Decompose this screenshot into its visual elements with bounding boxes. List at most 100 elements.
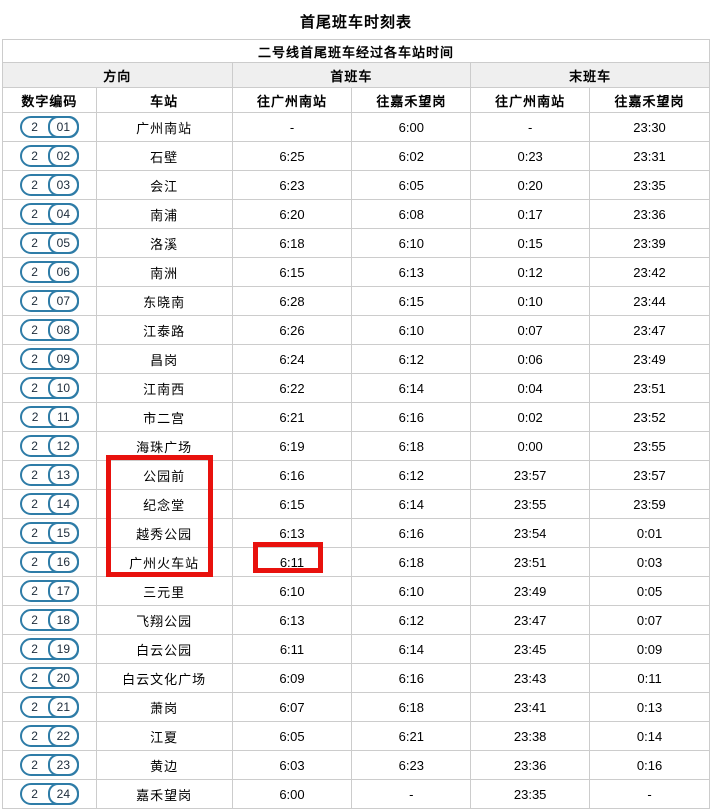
time-cell-last-to-south: 0:23	[470, 141, 591, 171]
station-code-cell: 2 21	[2, 692, 97, 722]
station-name-cell: 三元里	[95, 576, 233, 606]
station-code-badge: 2 05	[19, 232, 79, 254]
time-cell-first-to-jiahe: 6:16	[351, 518, 472, 548]
time-cell-last-to-jiahe: 23:42	[589, 257, 710, 287]
time-cell-first-to-south: 6:22	[231, 373, 353, 403]
station-name-cell: 黄边	[95, 750, 233, 780]
group-header-last-train: 末班车	[470, 62, 710, 88]
badge-station-number: 14	[47, 493, 79, 515]
time-cell-last-to-jiahe: 0:13	[589, 692, 710, 722]
station-code-cell: 2 06	[2, 257, 97, 287]
time-cell-first-to-jiahe: 6:10	[351, 315, 472, 345]
station-code-cell: 2 04	[2, 199, 97, 229]
station-name-cell: 东晓南	[95, 286, 233, 316]
time-cell-last-to-jiahe: 0:11	[589, 663, 710, 693]
station-code-badge: 2 14	[19, 493, 79, 515]
time-cell-first-to-south: 6:28	[231, 286, 353, 316]
station-code-cell: 2 10	[2, 373, 97, 403]
time-cell-last-to-jiahe: 0:14	[589, 721, 710, 751]
col-header-code: 数字编码	[2, 87, 97, 113]
station-code-cell: 2 18	[2, 605, 97, 635]
badge-line-number: 2	[31, 265, 38, 279]
time-cell-last-to-south: 23:51	[470, 547, 591, 577]
badge-line-number: 2	[31, 729, 38, 743]
station-code-cell: 2 19	[2, 634, 97, 664]
time-cell-first-to-jiahe: 6:12	[351, 460, 472, 490]
time-cell-first-to-south: 6:20	[231, 199, 353, 229]
badge-station-number: 22	[47, 725, 79, 747]
station-code-cell: 2 07	[2, 286, 97, 316]
time-cell-first-to-jiahe: 6:14	[351, 373, 472, 403]
badge-station-number: 08	[47, 319, 79, 341]
time-cell-first-to-jiahe: 6:18	[351, 431, 472, 461]
station-code-cell: 2 09	[2, 344, 97, 374]
badge-line-number: 2	[31, 642, 38, 656]
station-code-cell: 2 03	[2, 170, 97, 200]
time-cell-first-to-south: 6:15	[231, 489, 353, 519]
col-header-first-to-jiahe: 往嘉禾望岗	[351, 87, 472, 113]
badge-station-number: 12	[47, 435, 79, 457]
station-code-badge: 2 20	[19, 667, 79, 689]
station-code-badge: 2 04	[19, 203, 79, 225]
station-code-badge: 2 24	[19, 783, 79, 805]
time-cell-last-to-south: 0:15	[470, 228, 591, 258]
time-cell-first-to-jiahe: 6:16	[351, 402, 472, 432]
badge-station-number: 20	[47, 667, 79, 689]
station-name-cell: 白云文化广场	[95, 663, 233, 693]
highlight-box-first-train-time	[253, 542, 323, 573]
time-cell-last-to-jiahe: 23:49	[589, 344, 710, 374]
time-cell-last-to-jiahe: 23:47	[589, 315, 710, 345]
station-row: 2 01 广州南站 -6:00-23:30	[2, 112, 710, 142]
group-header-row: 方向 首班车 末班车	[2, 62, 710, 88]
station-code-badge: 2 01	[19, 116, 79, 138]
station-name-cell: 白云公园	[95, 634, 233, 664]
station-name-cell: 石壁	[95, 141, 233, 171]
time-cell-last-to-south: 23:45	[470, 634, 591, 664]
station-row: 2 04 南浦 6:20 6:08 0:17 23:36	[2, 199, 710, 229]
badge-line-number: 2	[31, 613, 38, 627]
time-cell-first-to-south: 6:23	[231, 170, 353, 200]
badge-line-number: 2	[31, 758, 38, 772]
station-row: 2 21 萧岗 6:07 6:18 23:41 0:13	[2, 692, 710, 722]
time-cell-last-to-south: 23:43	[470, 663, 591, 693]
time-cell-first-to-jiahe: 6:16	[351, 663, 472, 693]
time-cell-last-to-south: 0:04	[470, 373, 591, 403]
time-cell-last-to-jiahe: 23:59	[589, 489, 710, 519]
station-name-cell: 飞翔公园	[95, 605, 233, 635]
station-row: 2 06 南洲 6:15 6:13 0:12 23:42	[2, 257, 710, 287]
station-row: 2 14 纪念堂 6:15 6:14 23:55 23:59	[2, 489, 710, 519]
station-row: 2 17 三元里 6:10 6:10 23:49 0:05	[2, 576, 710, 606]
station-code-badge: 2 02	[19, 145, 79, 167]
badge-line-number: 2	[31, 787, 38, 801]
time-cell-last-to-south: 23:35	[470, 779, 591, 809]
station-code-cell: 2 24	[2, 779, 97, 809]
station-code-cell: 2 22	[2, 721, 97, 751]
station-row: 2 24 嘉禾望岗 6:00-23:35-	[2, 779, 710, 809]
time-cell-first-to-jiahe: 6:12	[351, 344, 472, 374]
badge-station-number: 02	[47, 145, 79, 167]
time-cell-last-to-jiahe: 0:16	[589, 750, 710, 780]
time-cell-first-to-jiahe: 6:00	[351, 112, 472, 142]
station-code-badge: 2 08	[19, 319, 79, 341]
station-row: 2 10 江南西 6:22 6:14 0:04 23:51	[2, 373, 710, 403]
time-cell-first-to-south: 6:05	[231, 721, 353, 751]
table-subtitle: 二号线首尾班车经过各车站时间	[2, 39, 710, 63]
station-row: 2 05 洛溪 6:18 6:10 0:15 23:39	[2, 228, 710, 258]
badge-station-number: 09	[47, 348, 79, 370]
time-cell-last-to-south: -	[470, 112, 591, 142]
time-cell-last-to-jiahe: 23:51	[589, 373, 710, 403]
time-cell-last-to-jiahe: 23:55	[589, 431, 710, 461]
station-name-cell: 江泰路	[95, 315, 233, 345]
time-cell-last-to-jiahe: 23:31	[589, 141, 710, 171]
time-cell-first-to-south: 6:15	[231, 257, 353, 287]
col-header-station: 车站	[95, 87, 233, 113]
station-code-cell: 2 13	[2, 460, 97, 490]
station-code-cell: 2 12	[2, 431, 97, 461]
station-name-cell: 广州南站	[95, 112, 233, 142]
badge-station-number: 04	[47, 203, 79, 225]
station-code-badge: 2 21	[19, 696, 79, 718]
station-name-cell: 南洲	[95, 257, 233, 287]
badge-line-number: 2	[31, 584, 38, 598]
station-row: 2 11 市二宫 6:21 6:16 0:02 23:52	[2, 402, 710, 432]
time-cell-last-to-jiahe: 23:39	[589, 228, 710, 258]
